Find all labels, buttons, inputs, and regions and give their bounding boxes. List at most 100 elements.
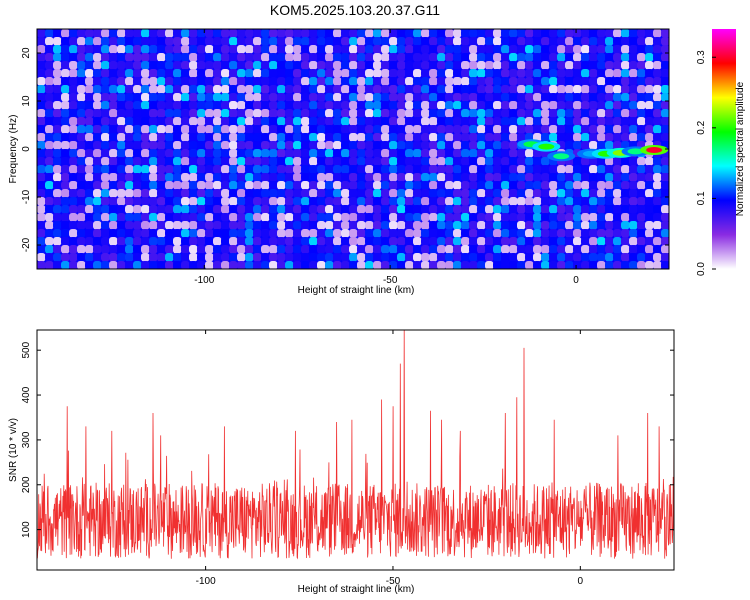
spectrogram-cell: [413, 101, 422, 110]
spectrogram-cell: [493, 221, 502, 230]
spectrogram-cell: [197, 181, 206, 190]
spectrogram-cell: [517, 53, 526, 62]
spectrogram-cell: [381, 133, 390, 142]
spectrogram-cell: [365, 237, 374, 246]
spectrogram-cell: [141, 221, 150, 230]
spectrogram-cell: [125, 53, 134, 62]
spectrogram-cell: [477, 45, 486, 54]
spectrogram-cell: [85, 253, 94, 262]
spectrogram-cell: [205, 245, 214, 254]
spectrogram-cell: [317, 133, 326, 142]
spectrogram-cell: [485, 165, 494, 174]
spectrogram-cell: [501, 261, 510, 269]
spectrogram-cell: [445, 245, 454, 254]
spectrogram-cell: [589, 229, 598, 238]
spectrogram-cell: [117, 77, 126, 86]
spectrogram-cell: [221, 93, 230, 102]
spectrogram-cell: [373, 205, 382, 214]
spectrogram-cell: [309, 93, 318, 102]
spectrogram-cell: [301, 245, 310, 254]
spectrogram-cell: [317, 141, 326, 150]
spectrogram-cell: [653, 165, 662, 174]
spectrogram-cell: [261, 197, 270, 206]
spectrogram-cell: [117, 157, 126, 166]
spectrogram-cell: [405, 237, 414, 246]
spectrogram-cell: [637, 205, 646, 214]
spectrogram-cell: [117, 173, 126, 182]
spectrogram-cell: [229, 165, 238, 174]
spectrogram-cell: [533, 221, 542, 230]
spectrogram-cell: [493, 37, 502, 46]
spectrogram-cell: [181, 237, 190, 246]
spectrogram-cell: [461, 253, 470, 262]
spectrogram-cell: [53, 261, 62, 269]
spectrogram-cell: [653, 29, 662, 38]
spectrogram-cell: [237, 141, 246, 150]
spectrogram-cell: [149, 181, 158, 190]
spectrogram-cell: [69, 101, 78, 110]
spectrogram-cell: [445, 37, 454, 46]
spectrogram-cell: [549, 205, 558, 214]
spectrogram-cell: [117, 53, 126, 62]
spectrogram-cell: [109, 61, 118, 70]
spectrogram-cell: [357, 245, 366, 254]
spectrogram-cell: [637, 93, 646, 102]
spectrogram-cell: [229, 53, 238, 62]
spectrogram-cell: [165, 221, 174, 230]
spectrogram-cell: [373, 101, 382, 110]
spectrogram-cell: [453, 245, 462, 254]
spectrogram-cell: [101, 37, 110, 46]
spectrogram-cell: [37, 197, 46, 206]
spectrogram-cell: [325, 261, 334, 269]
spectrogram-cell: [421, 53, 430, 62]
spectrogram-cell: [485, 189, 494, 198]
spectrogram-cell: [189, 61, 198, 70]
spectrogram-cell: [501, 93, 510, 102]
spectrogram-cell: [101, 229, 110, 238]
spectrogram-cell: [309, 189, 318, 198]
spectrogram-cell: [325, 197, 334, 206]
spectrogram-cell: [117, 261, 126, 269]
spectrogram-cell: [61, 189, 70, 198]
spectrogram-cell: [285, 197, 294, 206]
spectrogram-cell: [101, 189, 110, 198]
spectrogram-cell: [221, 189, 230, 198]
spectrogram-cell: [437, 261, 446, 269]
spectrogram-cell: [117, 253, 126, 262]
spectrogram-cell: [341, 189, 350, 198]
spectrogram-cell: [453, 37, 462, 46]
spectrogram-cell: [461, 85, 470, 94]
spectrogram-cell: [37, 45, 46, 54]
spectrogram-cell: [93, 173, 102, 182]
spectrogram-cell: [445, 109, 454, 118]
spectrogram-cell: [37, 245, 46, 254]
spectrogram-cell: [133, 125, 142, 134]
spectrogram-cell: [237, 237, 246, 246]
spectrogram-cell: [349, 37, 358, 46]
spectrogram-cell: [653, 53, 662, 62]
spectrogram-cell: [213, 45, 222, 54]
spectrogram-cell: [397, 165, 406, 174]
spectrogram-cell: [405, 197, 414, 206]
spectrogram-cell: [237, 197, 246, 206]
spectrogram-cell: [493, 45, 502, 54]
spectrogram-cell: [189, 85, 198, 94]
spectrogram-cell: [405, 165, 414, 174]
spectrogram-cell: [253, 29, 262, 38]
spectrogram-cell: [637, 261, 646, 269]
spectrogram-cell: [373, 45, 382, 54]
spectrogram-cell: [229, 45, 238, 54]
spectrogram-cell: [389, 213, 398, 222]
spectrogram-cell: [437, 29, 446, 38]
spectrogram-cell: [205, 77, 214, 86]
spectrogram-cell: [421, 45, 430, 54]
spectrogram-cell: [341, 53, 350, 62]
spectrogram-cell: [197, 93, 206, 102]
spectrogram-cell: [509, 53, 518, 62]
spectrogram-cell: [645, 261, 654, 269]
spectrogram-cell: [213, 149, 222, 158]
spectrogram-cell: [261, 93, 270, 102]
spectrogram-cell: [573, 29, 582, 38]
spectrogram-cell: [85, 77, 94, 86]
spectrogram-cell: [149, 45, 158, 54]
